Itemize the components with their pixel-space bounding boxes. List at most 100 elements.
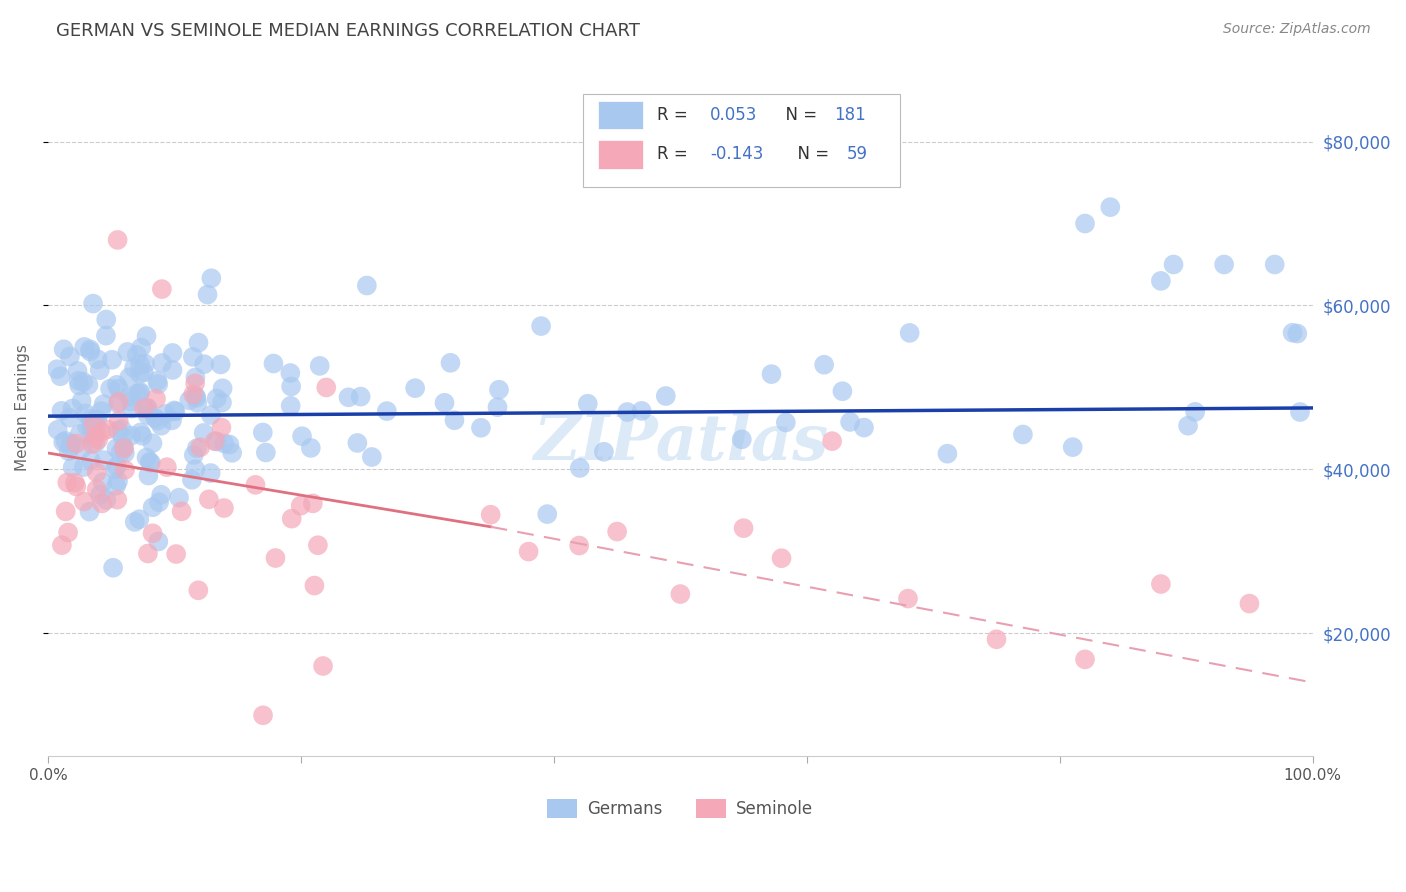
Point <box>252 425 274 440</box>
Point <box>110 445 132 459</box>
Point <box>136 547 159 561</box>
Point <box>107 233 129 247</box>
Text: 59: 59 <box>846 145 868 163</box>
Point <box>82 296 104 310</box>
Point <box>813 358 835 372</box>
Point <box>346 436 368 450</box>
Point <box>132 401 155 416</box>
Point <box>128 512 150 526</box>
Point <box>186 441 208 455</box>
Point <box>655 389 678 403</box>
Point <box>127 386 149 401</box>
Point <box>187 583 209 598</box>
Point <box>302 496 325 510</box>
Point <box>404 381 426 395</box>
Point <box>91 475 114 490</box>
Point <box>439 356 461 370</box>
Point <box>307 538 329 552</box>
Point <box>142 526 165 541</box>
Text: -0.143: -0.143 <box>710 145 763 163</box>
Point <box>1074 652 1097 666</box>
Point <box>107 394 129 409</box>
Point <box>46 362 69 376</box>
Point <box>129 425 152 440</box>
Point <box>184 389 207 403</box>
Point <box>360 450 382 464</box>
Point <box>304 578 326 592</box>
Point <box>162 363 184 377</box>
Point <box>129 341 152 355</box>
Point <box>245 478 267 492</box>
Point <box>375 404 398 418</box>
Point <box>290 499 312 513</box>
Point <box>898 326 921 340</box>
Point <box>70 394 93 409</box>
Point <box>86 352 108 367</box>
Text: GERMAN VS SEMINOLE MEDIAN EARNINGS CORRELATION CHART: GERMAN VS SEMINOLE MEDIAN EARNINGS CORRE… <box>56 22 640 40</box>
Point <box>66 364 89 378</box>
Text: ZIPatlas: ZIPatlas <box>533 412 828 474</box>
Point <box>517 544 540 558</box>
Point <box>104 462 127 476</box>
Point <box>86 412 108 426</box>
Point <box>1150 274 1173 288</box>
Point <box>49 369 72 384</box>
Point <box>593 444 616 458</box>
Point <box>59 440 82 454</box>
Point <box>112 440 135 454</box>
Point <box>98 382 121 396</box>
Point <box>162 346 184 360</box>
Point <box>167 491 190 505</box>
Point <box>315 380 337 394</box>
Point <box>67 378 90 392</box>
Point <box>205 392 228 406</box>
Point <box>198 492 221 507</box>
Point <box>111 430 134 444</box>
Point <box>84 420 107 434</box>
Point <box>205 434 228 449</box>
Point <box>79 505 101 519</box>
Point <box>52 435 75 450</box>
Point <box>125 348 148 362</box>
Point <box>139 455 162 469</box>
Text: N =: N = <box>775 106 823 124</box>
Point <box>89 488 111 502</box>
Point <box>212 501 235 516</box>
Point <box>193 357 215 371</box>
Point <box>112 442 135 456</box>
Point <box>280 366 302 380</box>
Point <box>1286 326 1309 341</box>
Point <box>62 401 84 416</box>
Point <box>1062 440 1084 454</box>
Point <box>46 423 69 437</box>
Point <box>79 343 101 357</box>
Point <box>107 396 129 410</box>
Point <box>58 444 80 458</box>
Point <box>89 363 111 377</box>
Point <box>165 404 187 418</box>
Point <box>118 370 141 384</box>
Point <box>184 462 207 476</box>
Point <box>986 632 1008 647</box>
Point <box>65 479 87 493</box>
Point <box>131 429 153 443</box>
Point <box>1177 418 1199 433</box>
Point <box>576 397 599 411</box>
Point <box>90 425 112 439</box>
Point <box>134 357 156 371</box>
Text: R =: R = <box>657 145 693 163</box>
Point <box>761 367 783 381</box>
Point <box>97 422 120 436</box>
Point <box>80 453 103 467</box>
Point <box>77 378 100 392</box>
Point <box>1281 326 1303 340</box>
Point <box>120 394 142 409</box>
Point <box>193 425 215 440</box>
Point <box>124 515 146 529</box>
Point <box>114 463 136 477</box>
Point <box>488 383 510 397</box>
Point <box>105 442 128 456</box>
Point <box>83 413 105 427</box>
Point <box>138 468 160 483</box>
Point <box>852 420 875 434</box>
